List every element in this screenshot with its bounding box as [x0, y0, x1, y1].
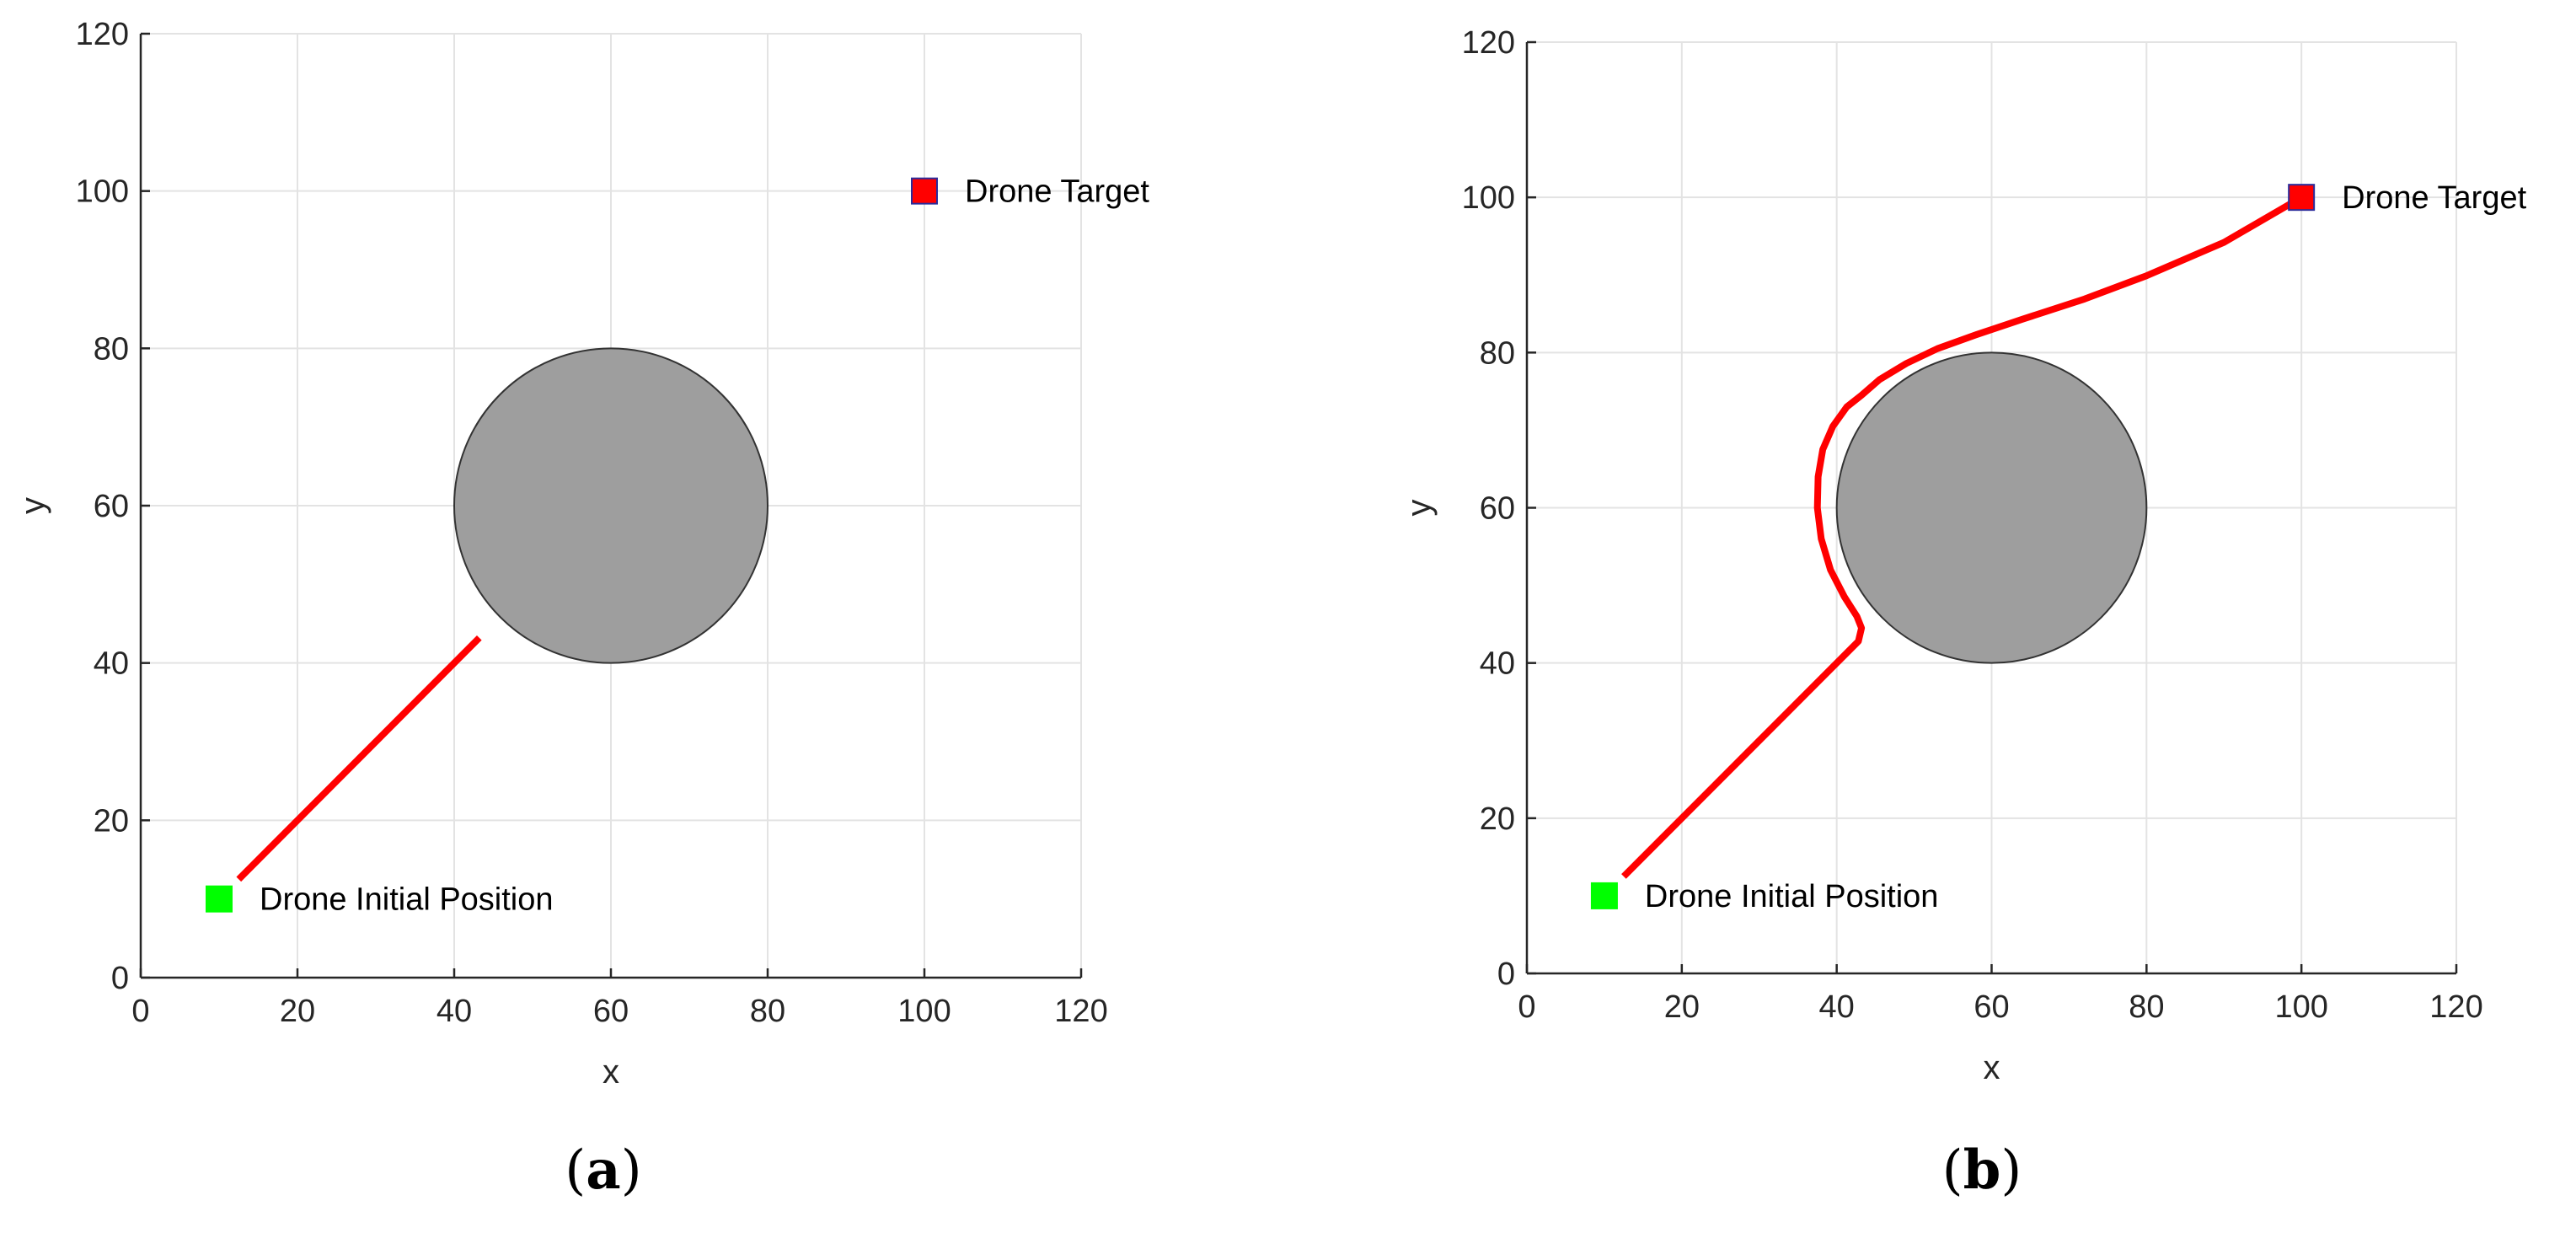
panel-label: (b)	[1942, 1139, 2022, 1202]
y-tick-label: 60	[1480, 491, 1515, 527]
x-axis-label: x	[1984, 1049, 2000, 1086]
y-tick-label: 80	[1480, 335, 1515, 371]
trajectory-line	[1621, 194, 2304, 879]
y-tick-label: 20	[94, 803, 129, 839]
y-tick-label: 100	[76, 174, 129, 210]
y-axis-label: y	[14, 497, 51, 514]
target-marker	[2288, 184, 2316, 212]
y-tick-label: 0	[1497, 957, 1515, 992]
x-tick-label: 120	[2429, 989, 2482, 1025]
obstacle-circle	[1835, 351, 2148, 664]
x-tick-label: 80	[750, 994, 785, 1029]
y-tick-label: 60	[94, 489, 129, 524]
x-tick-label: 60	[1974, 989, 2009, 1025]
y-tick-label: 120	[1462, 25, 1515, 61]
trajectory-line	[236, 635, 482, 882]
x-tick-label: 100	[897, 994, 951, 1029]
initial-position-marker	[206, 885, 233, 913]
y-tick-label: 0	[111, 961, 129, 996]
target-marker	[911, 177, 938, 205]
target-label: Drone Target	[965, 174, 1149, 210]
y-tick-label: 80	[94, 331, 129, 367]
x-tick-label: 60	[593, 994, 629, 1029]
x-tick-label: 80	[2129, 989, 2164, 1025]
y-tick-label: 40	[1480, 646, 1515, 682]
initial-position-label: Drone Initial Position	[260, 882, 554, 918]
obstacle-circle	[453, 347, 769, 664]
x-tick-label: 40	[436, 994, 472, 1029]
x-tick-label: 0	[1518, 989, 1535, 1025]
y-tick-label: 120	[76, 17, 129, 52]
y-tick-label: 100	[1462, 180, 1515, 216]
initial-position-label: Drone Initial Position	[1645, 879, 1939, 914]
chart-panel-b: 0 20 40 60 80 100 120 0 20 40 60 80 100 120 x y Drone In…	[1400, 25, 2527, 1202]
x-tick-label: 120	[1054, 994, 1107, 1029]
chart-panel-a: 0 20 40 60 80 100 120 0 20 40 60 80 100 120 x y Drone In…	[14, 17, 1149, 1202]
x-axis-label: x	[602, 1053, 619, 1091]
x-tick-label: 40	[1819, 989, 1855, 1025]
panel-label: (a)	[565, 1139, 641, 1202]
x-tick-label: 20	[1664, 989, 1700, 1025]
y-tick-label: 40	[94, 646, 129, 682]
x-tick-label: 0	[131, 994, 149, 1029]
x-tick-label: 20	[280, 994, 315, 1029]
target-label: Drone Target	[2342, 180, 2526, 216]
y-tick-label: 20	[1480, 801, 1515, 837]
initial-position-marker	[1590, 882, 1618, 909]
x-tick-label: 100	[2274, 989, 2327, 1025]
y-axis-label: y	[1400, 500, 1438, 517]
